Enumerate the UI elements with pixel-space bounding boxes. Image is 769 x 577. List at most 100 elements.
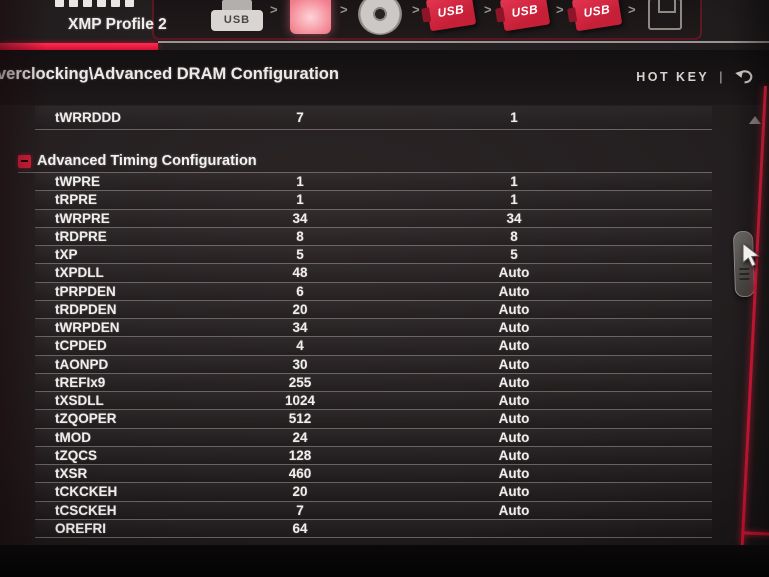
table-row[interactable]: tRDPDEN 20 Auto	[35, 300, 712, 319]
setting-value[interactable]: 1	[296, 174, 304, 190]
setting-default: 1	[510, 110, 518, 125]
setting-value[interactable]: 5	[296, 247, 304, 263]
hotkey-label[interactable]: HOT KEY	[636, 70, 710, 84]
table-row[interactable]: OREFRI 64	[35, 519, 712, 538]
setting-name: tXSR	[55, 466, 88, 482]
table-row[interactable]: tPRPDEN 6 Auto	[35, 282, 712, 301]
setting-default: Auto	[498, 484, 530, 500]
usb-drive-label: USB	[211, 10, 263, 31]
chevron-right-icon: >	[412, 2, 420, 17]
usb-flash-icon[interactable]: USB	[425, 0, 477, 32]
setting-name: tAONPD	[55, 356, 109, 372]
table-row[interactable]: tXSR 460 Auto	[35, 465, 712, 484]
setting-value[interactable]: 255	[288, 374, 312, 390]
setting-default: 1	[510, 174, 518, 190]
setting-name: tREFIx9	[55, 374, 106, 390]
chevron-right-icon: >	[270, 2, 278, 17]
usb-flash-icon[interactable]: USB	[499, 0, 551, 32]
setting-name: tRDPDEN	[55, 301, 117, 317]
setting-name: tZQOPER	[55, 411, 117, 427]
setting-name: tPRPDEN	[55, 283, 116, 299]
chevron-right-icon: >	[484, 2, 492, 17]
setting-name: tXSDLL	[55, 393, 104, 409]
setting-value[interactable]: 7	[296, 110, 304, 125]
table-row[interactable]: tCSCKEH 7 Auto	[35, 501, 712, 520]
table-row[interactable]: tXPDLL 48 Auto	[35, 264, 712, 283]
setting-name: tCPDED	[55, 338, 107, 354]
table-row[interactable]: tXSDLL 1024 Auto	[35, 392, 712, 411]
setting-value[interactable]: 34	[292, 210, 308, 226]
setting-value[interactable]: 128	[288, 447, 312, 463]
setting-name: tXP	[55, 247, 78, 263]
setting-value[interactable]: 24	[292, 429, 308, 445]
table-row[interactable]: tXP 5 5	[35, 246, 712, 265]
usb-drive-cap	[222, 0, 252, 10]
setting-value[interactable]: 7	[296, 502, 304, 518]
tab-active-underline	[0, 43, 158, 50]
setting-name: tXPDLL	[55, 265, 104, 281]
setting-value[interactable]: 64	[292, 520, 308, 536]
setting-name: tWRPRE	[55, 210, 110, 226]
setting-default: Auto	[498, 338, 530, 354]
setting-default	[479, 520, 549, 537]
setting-default: Auto	[498, 301, 530, 317]
table-row[interactable]: tRDPRE 8 8	[35, 227, 712, 246]
setting-value[interactable]: 6	[296, 283, 304, 299]
setting-value[interactable]: 8	[296, 228, 304, 244]
usb-drive-icon[interactable]: USB	[211, 0, 263, 31]
setting-value[interactable]: 460	[288, 466, 312, 482]
setting-value[interactable]: 30	[292, 356, 308, 372]
setting-default: Auto	[498, 447, 530, 463]
setting-default: 34	[506, 210, 522, 226]
table-row[interactable]: tAONPD 30 Auto	[35, 355, 712, 374]
table-row[interactable]: tREFIx9 255 Auto	[35, 373, 712, 392]
setting-value[interactable]: 4	[296, 338, 304, 354]
setting-default: Auto	[498, 502, 530, 518]
header-divider	[158, 41, 769, 43]
setting-value[interactable]: 1	[296, 192, 304, 208]
subheader: verclocking\Advanced DRAM Configuration …	[0, 50, 769, 105]
cd-drive-icon[interactable]	[358, 0, 402, 35]
setting-value[interactable]: 1024	[284, 393, 316, 409]
chevron-right-icon: >	[340, 2, 348, 17]
tab-xmp-profile[interactable]: XMP Profile 2	[68, 16, 167, 33]
setting-default: Auto	[498, 265, 530, 281]
table-row[interactable]: tZQCS 128 Auto	[35, 446, 712, 465]
setting-value[interactable]: 34	[292, 320, 308, 336]
setting-default: 8	[510, 228, 518, 244]
setting-default: Auto	[498, 393, 530, 409]
section-title: Advanced Timing Configuration	[37, 153, 257, 169]
setting-default: Auto	[498, 356, 530, 372]
section-header-advanced-timing[interactable]: Advanced Timing Configuration	[18, 150, 712, 173]
table-row[interactable]: tWPRE 1 1	[35, 173, 712, 192]
setting-value[interactable]: 20	[292, 484, 308, 500]
table-row[interactable]: tCKCKEH 20 Auto	[35, 483, 712, 502]
table-row[interactable]: tRPRE 1 1	[35, 191, 712, 210]
table-row[interactable]: tWRRDDD 7 1	[35, 106, 712, 130]
scrollbar-up-arrow-icon[interactable]	[749, 116, 761, 124]
undo-icon[interactable]	[735, 69, 755, 85]
setting-name: tCSCKEH	[55, 502, 117, 518]
setting-value[interactable]: 20	[292, 301, 308, 317]
chevron-right-icon: >	[628, 2, 636, 17]
table-row[interactable]: tZQOPER 512 Auto	[35, 410, 712, 429]
usb-flash-icon[interactable]: USB	[571, 0, 623, 32]
table-row[interactable]: tMOD 24 Auto	[35, 428, 712, 447]
setting-default: Auto	[498, 374, 530, 390]
table-row[interactable]: tWRPRE 34 34	[35, 209, 712, 228]
monitor-bezel	[0, 545, 769, 577]
save-drive-icon[interactable]	[648, 0, 682, 30]
setting-value[interactable]: 512	[288, 411, 312, 427]
setting-default: Auto	[498, 429, 530, 445]
collapse-minus-icon[interactable]	[18, 154, 31, 168]
setting-default: 5	[510, 247, 518, 263]
mouse-cursor-icon	[742, 243, 761, 267]
setting-default: Auto	[498, 320, 530, 336]
setting-name: tRDPRE	[55, 228, 107, 244]
setting-value[interactable]: 48	[292, 265, 308, 281]
table-row[interactable]: tWRPDEN 34 Auto	[35, 319, 712, 338]
selected-drive-icon[interactable]	[290, 0, 331, 34]
boot-priority-bar: USB > > > USB > USB > USB >	[152, 0, 702, 40]
table-row[interactable]: tCPDED 4 Auto	[35, 337, 712, 356]
setting-default: Auto	[498, 466, 530, 482]
